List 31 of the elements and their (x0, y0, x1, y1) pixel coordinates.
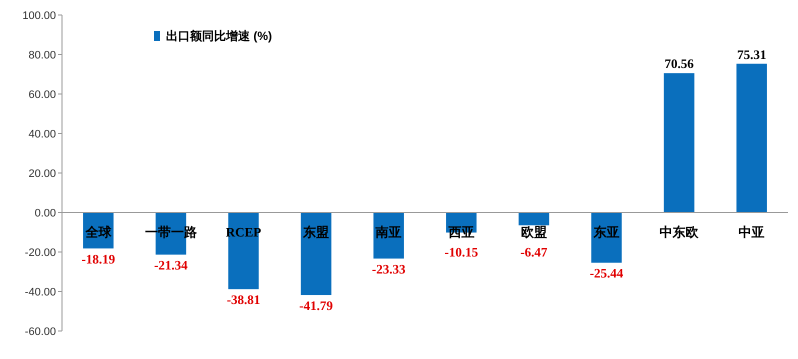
data-label: -38.81 (226, 292, 260, 308)
y-tick-label: 80.00 (28, 50, 56, 62)
data-label: 75.31 (737, 46, 766, 62)
x-tick-label: 东盟 (302, 224, 330, 240)
data-label: -23.33 (372, 262, 406, 277)
y-tick-label: 100.00 (22, 10, 56, 22)
data-label: -41.79 (299, 298, 334, 314)
bar (664, 73, 694, 212)
y-tick-label: 40.00 (28, 128, 56, 140)
bar (300, 212, 332, 296)
data-label: -6.47 (520, 244, 548, 260)
y-tick-label: 20.00 (28, 168, 56, 180)
y-tick-label: -20.00 (24, 247, 56, 259)
x-tick-label: 中亚 (738, 224, 765, 240)
y-tick-label: -60.00 (24, 326, 56, 338)
bar (736, 64, 767, 212)
x-tick-label: 全球 (84, 224, 112, 240)
legend-label: 出口额同比增速 (%) (166, 29, 272, 43)
y-tick-label: -40.00 (24, 286, 56, 298)
data-label: -10.15 (444, 244, 479, 260)
data-label: 70.56 (664, 56, 694, 72)
y-tick-label: 0.00 (34, 208, 56, 220)
data-label: -25.44 (590, 266, 624, 281)
data-label: -21.34 (154, 258, 188, 273)
y-tick-label: 60.00 (28, 89, 56, 101)
x-tick-label: 中东欧 (660, 224, 700, 240)
bar (518, 212, 550, 226)
x-tick-label: 南亚 (374, 224, 402, 240)
x-tick-label: 欧盟 (520, 224, 547, 240)
x-tick-label: 东亚 (592, 224, 620, 240)
data-label: -18.19 (82, 251, 116, 266)
